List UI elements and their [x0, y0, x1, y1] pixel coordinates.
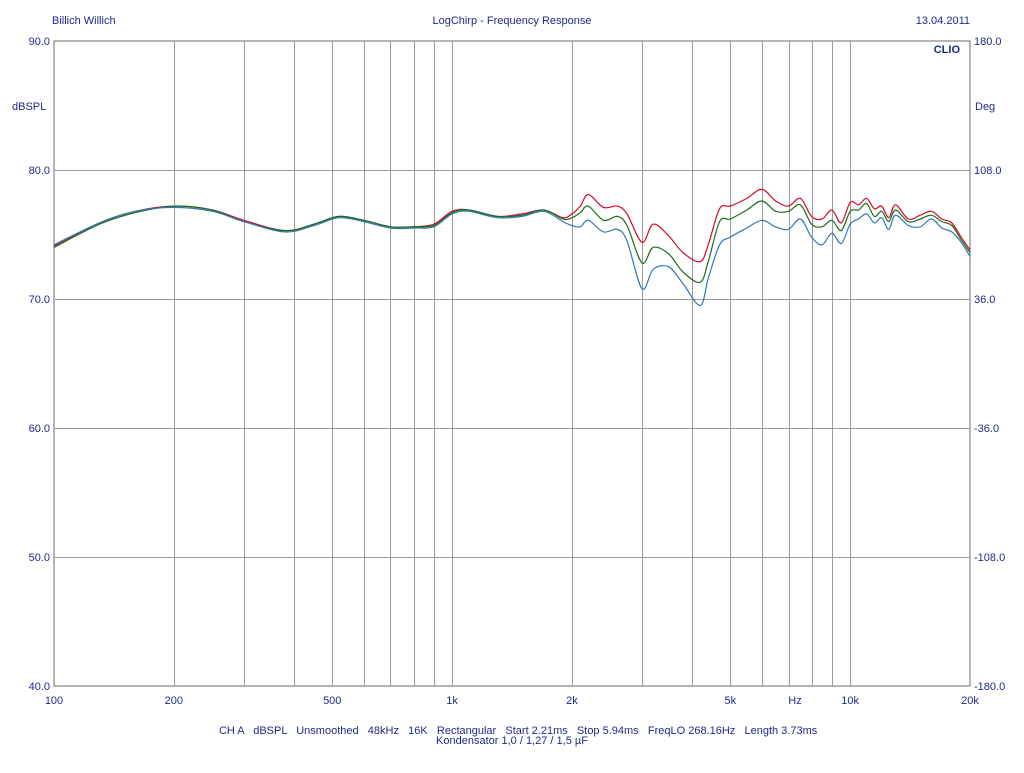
freqlo-label: FreqLO 268.16Hz: [647, 725, 736, 737]
x-tick-label: 100: [45, 695, 63, 707]
plot-area: [53, 40, 971, 687]
series-line-3: [53, 206, 971, 306]
series-line-2: [53, 200, 971, 284]
y2-tick-label: -180.0: [974, 681, 1005, 693]
y-axis-label: dBSPL: [12, 101, 46, 113]
y2-tick-label: -108.0: [974, 552, 1005, 564]
y2-tick-labels: -180.0 -108.0 -36.0 36.0 108.0 180.0: [974, 36, 1005, 693]
y2-tick-label: 36.0: [974, 294, 995, 306]
x-tick-label: 500: [323, 695, 341, 707]
y-tick-label: 60.0: [29, 423, 50, 435]
series-group: [53, 188, 971, 306]
unit-label: dBSPL: [253, 725, 288, 737]
y-tick-label: 90.0: [29, 36, 50, 48]
y-tick-label: 80.0: [29, 165, 50, 177]
channel-label: CH A: [218, 725, 245, 737]
author-label: Billich Willich: [52, 15, 116, 27]
sample-rate-label: 48kHz: [367, 725, 399, 737]
y-tick-label: 50.0: [29, 552, 50, 564]
measurement-settings: CH A dBSPL Unsmoothed 48kHz 16K Rectangu…: [0, 713, 1024, 749]
x-tick-label: 1k: [446, 695, 458, 707]
y-tick-label: 70.0: [29, 294, 50, 306]
y2-tick-label: 108.0: [974, 165, 1002, 177]
x-unit-label: Hz: [788, 695, 801, 707]
chart-caption: Kondensator 1,0 / 1,27 / 1,5 µF: [436, 735, 588, 747]
y2-tick-label: -36.0: [974, 423, 999, 435]
start-label: Start 2.21ms: [505, 725, 568, 737]
x-tick-label: 5k: [725, 695, 737, 707]
window-label: Rectangular: [436, 725, 497, 737]
x-tick-label: 10k: [841, 695, 859, 707]
x-tick-label: 200: [165, 695, 183, 707]
y2-axis-label: Deg: [975, 101, 995, 113]
fft-size-label: 16K: [408, 725, 428, 737]
length-label: Length 3.73ms: [744, 725, 818, 737]
y-tick-labels: 40.0 50.0 60.0 70.0 80.0 90.0: [29, 36, 50, 693]
y2-tick-label: 180.0: [974, 36, 1002, 48]
x-tick-label: 20k: [961, 695, 979, 707]
x-tick-label: 2k: [566, 695, 578, 707]
smoothing-label: Unsmoothed: [296, 725, 359, 737]
x-tick-labels: 100 200 500 1k 2k 5k 10k 20k: [45, 695, 980, 707]
grid: [54, 41, 970, 686]
stop-label: Stop 5.94ms: [576, 725, 639, 737]
chart-title: LogChirp - Frequency Response: [433, 15, 592, 27]
clio-brand: CLIO: [934, 44, 961, 56]
y-tick-label: 40.0: [29, 681, 50, 693]
date-label: 13.04.2011: [916, 15, 970, 27]
